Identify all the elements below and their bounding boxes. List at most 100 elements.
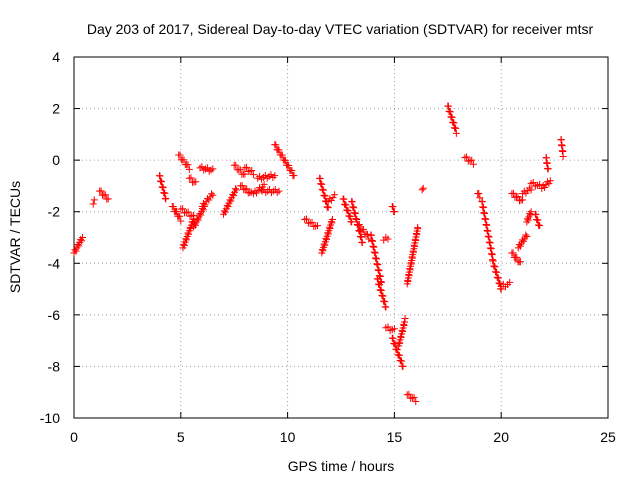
data-point [201,201,209,209]
plot-frame [73,56,609,419]
data-point [202,165,210,173]
data-point [180,156,188,164]
data-point [450,119,458,127]
data-points [70,102,567,405]
data-point [187,174,195,182]
data-point [169,203,177,211]
data-point [173,207,181,215]
data-point [232,186,240,194]
data-point [185,230,193,238]
data-point [271,172,279,180]
data-point [516,242,524,250]
data-point [541,183,549,191]
data-point [538,185,546,193]
data-point [78,237,86,245]
data-point [162,195,170,203]
data-point [192,178,200,186]
y-tick-label: -8 [48,358,61,374]
data-point [278,151,286,159]
data-point [381,298,389,306]
data-point [403,391,411,399]
data-point [346,213,354,221]
data-point [405,390,413,398]
data-point [376,281,384,289]
data-point [331,191,339,199]
data-point [97,187,105,195]
data-point [363,230,371,238]
data-point [248,166,256,174]
data-point [389,203,397,211]
data-point [200,166,208,174]
data-point [509,189,517,197]
data-point [101,191,109,199]
data-point [389,334,397,342]
data-point [469,160,477,168]
data-point [395,351,403,359]
data-point [342,201,350,209]
data-point [231,185,239,193]
data-point [318,180,326,188]
data-point [208,190,216,198]
data-point [513,253,521,261]
x-tick-label: 5 [177,429,185,445]
data-point [236,166,244,174]
data-point [324,197,332,205]
data-point [241,164,249,172]
data-point [176,212,184,220]
data-point [408,394,416,402]
data-point [230,192,238,200]
data-point [89,200,97,208]
data-point [546,177,554,185]
data-point [461,154,469,162]
data-point [516,258,524,266]
data-point [288,167,296,175]
data-point [543,178,551,186]
data-point [326,195,334,203]
data-point [158,178,166,186]
data-point [290,172,298,180]
data-point [384,323,392,331]
data-point [197,211,205,219]
data-point [316,175,324,183]
data-point [475,189,483,197]
data-point [176,151,184,159]
data-point [327,196,335,204]
data-point [159,184,167,192]
data-point [243,163,251,171]
data-point [344,207,352,215]
data-point [523,232,531,240]
data-point [75,242,83,250]
data-point [324,230,332,238]
data-point [398,357,406,365]
data-point [493,268,501,276]
data-point [319,186,327,194]
data-point [209,191,217,199]
data-point [179,205,187,213]
data-point [519,196,527,204]
y-tick-label: -2 [48,204,61,220]
data-point [529,178,537,186]
data-point [509,249,517,257]
data-point [377,286,385,294]
data-point [391,340,399,348]
data-point [194,216,202,224]
x-tick-label: 0 [70,429,78,445]
data-point [161,189,169,197]
data-point [351,210,359,218]
data-point [468,156,476,164]
data-point [328,219,336,227]
data-point [323,236,331,244]
data-point [198,163,206,171]
data-point [444,102,452,110]
data-point [281,156,289,164]
data-point [209,165,217,173]
data-point [355,221,363,229]
data-point [532,211,540,219]
data-point [243,185,251,193]
data-point [72,247,80,255]
data-point [393,346,401,354]
data-point [536,222,544,230]
data-point [275,187,283,195]
data-point [446,108,454,116]
